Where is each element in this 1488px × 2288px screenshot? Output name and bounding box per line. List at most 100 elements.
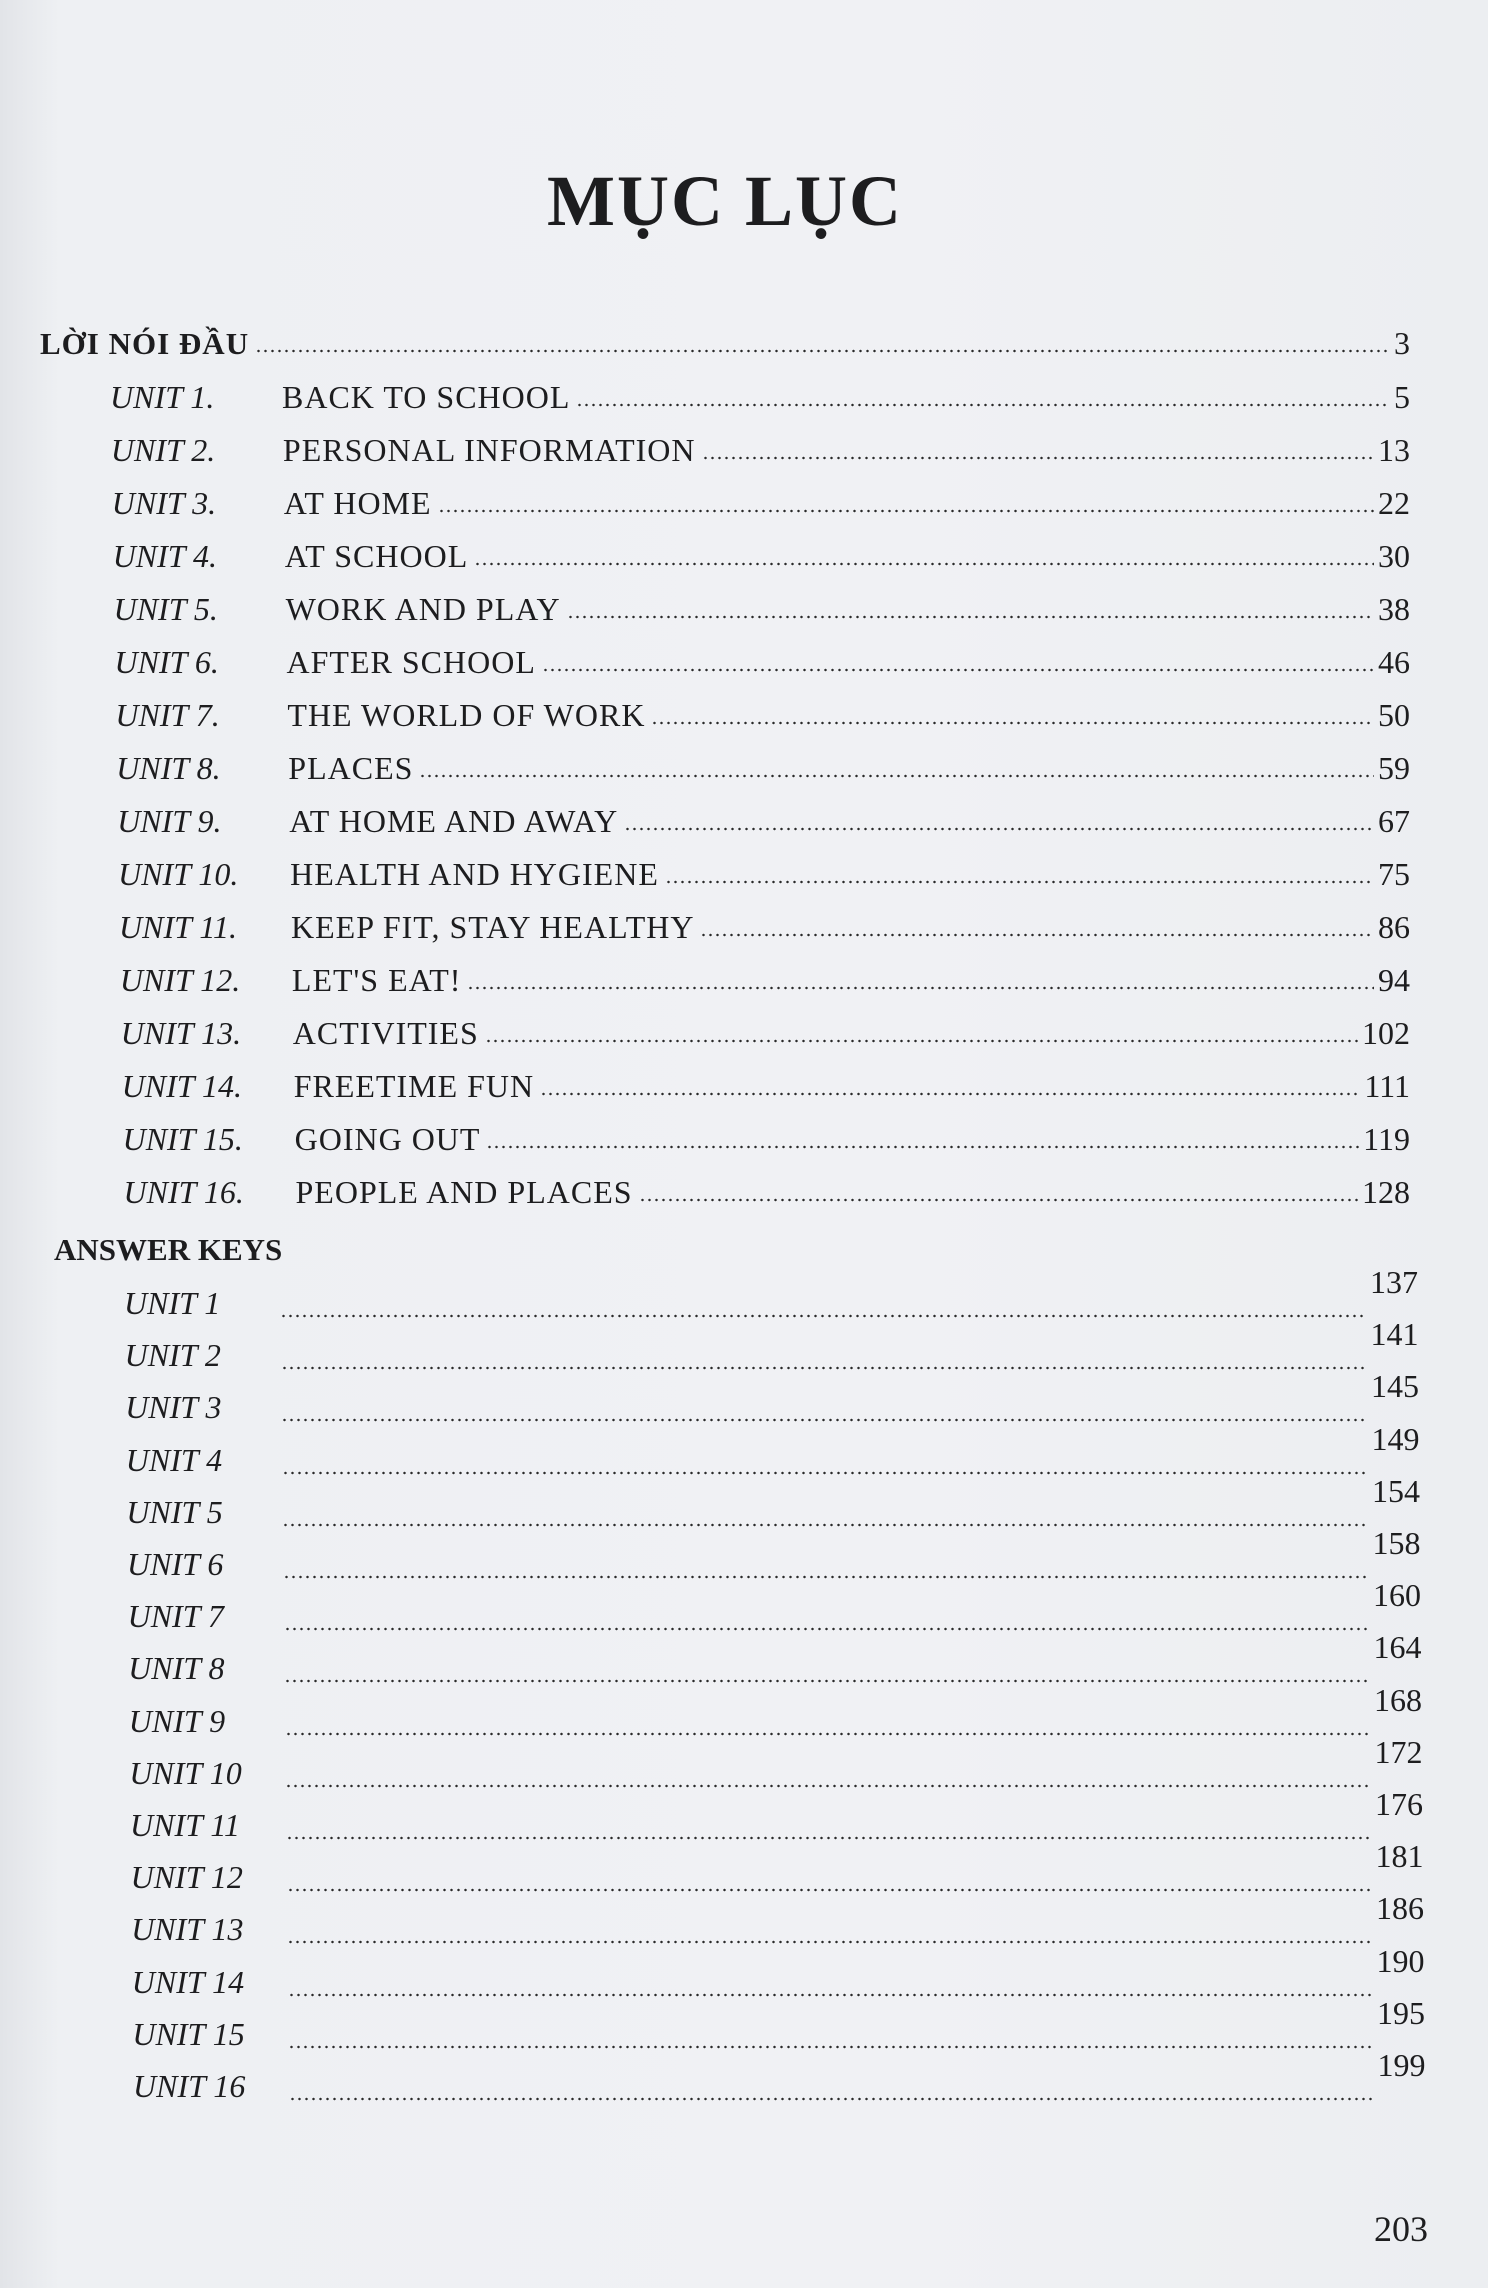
- unit-title: PERSONAL INFORMATION: [282, 432, 696, 468]
- answer-key-entry: UNIT 1 137: [124, 1264, 1418, 1322]
- toc-entry-unit: UNIT 9. AT HOME AND AWAY 67: [117, 796, 1410, 840]
- answer-key-entry: UNIT 3 145: [125, 1368, 1419, 1426]
- dot-leader: [419, 774, 1374, 778]
- unit-label: UNIT 11.: [119, 909, 237, 945]
- toc-entry-unit: UNIT 8. PLACES 59: [116, 743, 1410, 787]
- answer-unit-label: UNIT 6: [127, 1546, 224, 1582]
- unit-label: UNIT 4.: [112, 538, 218, 574]
- answer-unit-label: UNIT 7: [127, 1598, 224, 1635]
- answer-unit-label: UNIT 15: [132, 2015, 245, 2052]
- answer-key-entry: UNIT 2 141: [125, 1316, 1419, 1374]
- page-title: MỤC LỤC: [547, 161, 903, 241]
- unit-title: HEALTH AND HYGIENE: [290, 856, 659, 892]
- dot-leader: [287, 1940, 1372, 1945]
- answer-key-entry: UNIT 15 195: [132, 1995, 1425, 2053]
- unit-title: AFTER SCHOOL: [286, 644, 536, 680]
- unit-title: PLACES: [288, 750, 414, 786]
- page-ref: 190: [1376, 1942, 1425, 1979]
- page-ref: 86: [1378, 909, 1410, 945]
- answer-key-entry: UNIT 10 172: [129, 1734, 1422, 1792]
- page-ref: 141: [1370, 1316, 1419, 1353]
- answer-key-entry: UNIT 8 164: [128, 1629, 1421, 1687]
- unit-label: UNIT 6.: [114, 644, 219, 680]
- toc-entry-preface: LỜI NÓI ĐẦU 3: [40, 318, 1410, 362]
- dot-leader: [286, 1888, 1372, 1893]
- unit-title: BACK TO SCHOOL: [282, 379, 571, 415]
- page-ref: 137: [1370, 1264, 1418, 1300]
- unit-title: THE WORLD OF WORK: [287, 697, 646, 733]
- page-ref: 181: [1375, 1838, 1424, 1875]
- toc-entry-unit: UNIT 3. AT HOME 22: [112, 478, 1410, 522]
- page-ref: 172: [1374, 1733, 1423, 1770]
- dot-leader: [289, 2097, 1374, 2101]
- answer-key-entry: UNIT 13 186: [131, 1890, 1424, 1948]
- dot-leader: [701, 456, 1374, 460]
- answer-keys-heading: ANSWER KEYS: [54, 1232, 283, 1267]
- page-ref: 102: [1361, 1015, 1410, 1051]
- dot-leader: [287, 1992, 1373, 1997]
- answer-unit-label: UNIT 5: [126, 1493, 223, 1530]
- toc-entry-unit: UNIT 7. THE WORLD OF WORK 50: [115, 690, 1410, 734]
- page-ref: 158: [1372, 1525, 1421, 1561]
- answer-unit-label: UNIT 8: [128, 1650, 225, 1687]
- toc-entry-unit: UNIT 12. LET'S EAT! 94: [120, 955, 1410, 999]
- answer-key-entry: UNIT 16 199: [133, 2047, 1426, 2105]
- answer-key-entry: UNIT 5 154: [126, 1473, 1420, 1531]
- dot-leader: [288, 2044, 1373, 2049]
- preface-label: LỜI NÓI ĐẦU: [40, 326, 250, 361]
- unit-label: UNIT 3.: [111, 485, 217, 521]
- unit-title: AT HOME: [283, 485, 432, 521]
- answer-key-entry: UNIT 11 176: [130, 1786, 1423, 1844]
- unit-title: KEEP FIT, STAY HEALTHY: [291, 909, 695, 945]
- unit-label: UNIT 2.: [110, 432, 216, 468]
- dot-leader: [651, 721, 1374, 725]
- toc-entry-unit: UNIT 15. GOING OUT 119: [123, 1114, 1410, 1158]
- page-ref: 46: [1378, 644, 1410, 680]
- dot-leader: [437, 509, 1374, 513]
- dot-leader: [280, 1366, 1367, 1371]
- dot-leader: [566, 615, 1374, 619]
- toc-entry-unit: UNIT 4. AT SCHOOL 30: [113, 531, 1410, 575]
- page-ref: 128: [1362, 1174, 1410, 1210]
- dot-leader: [638, 1198, 1358, 1202]
- answer-unit-label: UNIT 13: [131, 1911, 244, 1948]
- page-ref: 13: [1377, 432, 1410, 468]
- page-number: 203: [1374, 2209, 1428, 2249]
- dot-leader: [541, 668, 1374, 672]
- unit-label: UNIT 5.: [113, 591, 218, 627]
- dot-leader: [486, 1145, 1360, 1149]
- dot-leader: [286, 1836, 1371, 1840]
- dot-leader: [474, 562, 1374, 566]
- page-ref: 67: [1377, 803, 1410, 839]
- page-ref: 22: [1377, 485, 1410, 521]
- toc-entry-unit: UNIT 2. PERSONAL INFORMATION 13: [111, 425, 1410, 469]
- page-ref: 94: [1377, 962, 1410, 998]
- page-ref: 50: [1377, 697, 1410, 733]
- dot-leader: [283, 1575, 1369, 1579]
- answer-key-entry: UNIT 9 168: [128, 1682, 1422, 1740]
- toc-entry-unit: UNIT 1. BACK TO SCHOOL 5: [110, 372, 1410, 416]
- unit-title: GOING OUT: [294, 1121, 481, 1157]
- unit-title: AT SCHOOL: [284, 538, 469, 574]
- page-ref: 119: [1363, 1121, 1410, 1157]
- toc-entry-unit: UNIT 16. PEOPLE AND PLACES 128: [124, 1167, 1411, 1211]
- page-ref: 59: [1377, 750, 1410, 786]
- unit-title: ACTIVITIES: [292, 1015, 479, 1051]
- unit-label: UNIT 14.: [121, 1068, 243, 1104]
- unit-label: UNIT 9.: [117, 803, 222, 839]
- unit-label: UNIT 8.: [116, 750, 221, 786]
- answer-unit-label: UNIT 4: [125, 1441, 223, 1478]
- dot-leader: [284, 1731, 1370, 1736]
- dot-leader: [283, 1627, 1369, 1632]
- answer-key-entry: UNIT 12 181: [131, 1838, 1424, 1896]
- answer-unit-label: UNIT 1: [124, 1285, 221, 1321]
- unit-label: UNIT 15.: [122, 1121, 243, 1157]
- page-ref: 149: [1371, 1420, 1420, 1457]
- page-ref: 38: [1377, 591, 1410, 627]
- answer-unit-label: UNIT 9: [128, 1702, 226, 1739]
- unit-label: UNIT 10.: [118, 856, 239, 892]
- dot-leader: [576, 403, 1390, 407]
- answer-key-entry: UNIT 6 158: [127, 1525, 1421, 1583]
- unit-label: UNIT 13.: [120, 1015, 242, 1051]
- page-ref: 195: [1376, 1994, 1425, 2031]
